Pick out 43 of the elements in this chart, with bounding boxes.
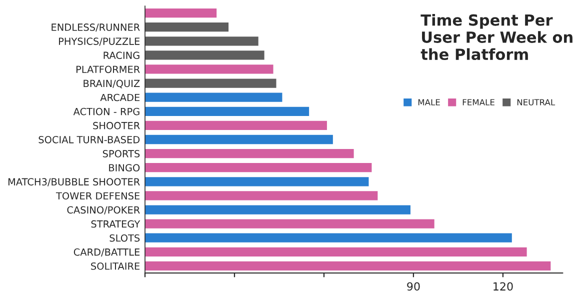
bar bbox=[145, 148, 354, 158]
y-tick-label: CASINO/POKER bbox=[67, 206, 140, 214]
bar bbox=[145, 92, 282, 102]
bar bbox=[145, 36, 258, 46]
bar bbox=[145, 247, 527, 256]
bar bbox=[145, 64, 274, 74]
bar bbox=[145, 177, 369, 186]
y-tick-label: PHYSICS/PUZZLE bbox=[59, 38, 140, 46]
bar bbox=[145, 134, 333, 144]
legend-label: NEUTRAL bbox=[517, 99, 556, 106]
bar bbox=[145, 50, 264, 60]
bar bbox=[145, 233, 512, 242]
y-tick-label: SOLITAIRE bbox=[91, 262, 140, 270]
y-tick-label: SHOOTER bbox=[93, 122, 140, 130]
bar bbox=[145, 163, 372, 172]
x-tick-label: 120 bbox=[494, 282, 513, 291]
y-tick-label: BRAIN/QUIZ bbox=[84, 80, 140, 88]
y-tick-label: TOWER DEFENSE bbox=[56, 192, 140, 200]
y-tick-label: RACING bbox=[104, 52, 140, 60]
y-tick-label: SPORTS bbox=[102, 150, 140, 158]
text: Time Spent Per User Per Week on the Platform bbox=[420, 14, 572, 60]
y-tick-label: CARD/BATTLE bbox=[74, 248, 140, 257]
bar bbox=[145, 219, 434, 228]
x-tick-label: 90 bbox=[407, 282, 420, 291]
bar bbox=[145, 191, 378, 200]
y-tick-label: ARCADE bbox=[100, 94, 140, 102]
y-tick-label: STRATEGY bbox=[91, 220, 140, 228]
bar bbox=[145, 106, 310, 116]
y-tick-label: SLOTS bbox=[110, 234, 140, 242]
bar bbox=[145, 78, 276, 88]
bar bbox=[145, 8, 217, 18]
legend-label: MALE bbox=[418, 99, 440, 106]
bar bbox=[145, 120, 327, 130]
y-tick-label: PLATFORMER bbox=[76, 66, 140, 74]
bar bbox=[145, 205, 410, 214]
y-tick-label: SOCIAL TURN-BASED bbox=[38, 136, 140, 144]
bar bbox=[145, 261, 551, 271]
y-tick-label: BINGO bbox=[109, 164, 140, 172]
bar bbox=[145, 22, 229, 32]
y-tick-label: ENDLESS/RUNNER bbox=[52, 24, 140, 32]
y-tick-label: ACTION - RPG bbox=[73, 108, 140, 116]
legend-label: FEMALE bbox=[462, 99, 494, 106]
y-tick-label: MATCH3/BUBBLE SHOOTER bbox=[8, 178, 140, 186]
